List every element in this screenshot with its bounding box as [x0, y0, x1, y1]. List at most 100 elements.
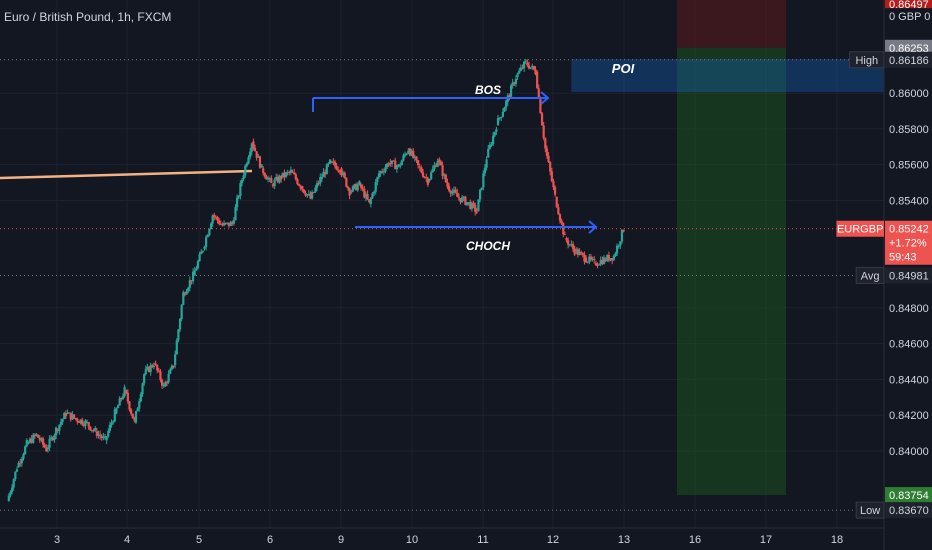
x-tick-label: 12 [547, 534, 559, 546]
poi-zone[interactable] [571, 59, 885, 92]
candle-body [343, 172, 346, 178]
candle-body [531, 65, 534, 68]
candle-body [337, 169, 340, 171]
candle-body [469, 202, 472, 209]
candle-body [120, 398, 123, 400]
candle-body [467, 202, 470, 204]
candle-body [69, 412, 72, 420]
candle-body [361, 187, 364, 189]
candle-body [10, 487, 14, 492]
stop-loss-zone[interactable] [677, 0, 786, 48]
candle-body [151, 365, 154, 367]
candle-body [257, 156, 260, 158]
candle-body [342, 172, 345, 176]
candle-body [302, 189, 306, 193]
price-tag-box [855, 266, 885, 284]
candle-body [283, 172, 286, 177]
candle-body [567, 240, 570, 245]
candle-body [415, 156, 418, 161]
candle-body [562, 223, 565, 235]
candle-body [178, 318, 182, 330]
candle-body [41, 438, 45, 445]
candle-body [527, 65, 531, 69]
candle-body [348, 188, 351, 196]
candle-body [474, 204, 477, 212]
candle-body [340, 168, 343, 176]
candle-body [462, 196, 465, 198]
candle-body [537, 88, 540, 98]
price-label: 0.86497 [889, 0, 929, 11]
candle-body [420, 167, 423, 173]
candle-body [165, 382, 169, 384]
candle-body [125, 390, 128, 393]
candle-body [430, 172, 433, 180]
candle-body [573, 248, 576, 255]
candle-body [501, 111, 505, 117]
candle-body [542, 125, 545, 139]
candle-body [299, 185, 302, 189]
candle-body [175, 340, 178, 355]
candle-body [311, 192, 314, 199]
price-label: 0.83670 [889, 505, 929, 517]
candle-body [12, 479, 15, 488]
candle-body [392, 160, 395, 162]
candle-body [439, 161, 443, 166]
candle-body [263, 173, 266, 177]
candle-body [545, 148, 549, 156]
candle-body [421, 172, 425, 177]
candle-body [113, 409, 116, 422]
candle-body [461, 197, 464, 203]
x-tick-label: 17 [760, 534, 772, 546]
candle-body [280, 175, 283, 180]
candle-body [386, 163, 389, 168]
candle-body [110, 422, 113, 425]
candle-body [157, 370, 160, 372]
price-label: 0.86186 [889, 55, 929, 67]
candle-body [123, 386, 126, 397]
candle-body [434, 165, 438, 167]
candle-body [260, 164, 263, 168]
candle-body [190, 280, 193, 282]
candle-body [478, 189, 482, 200]
candle-body [384, 167, 387, 172]
candle-body [402, 155, 405, 161]
candle-body [9, 491, 12, 496]
price-label-box [885, 267, 932, 284]
candle-body [521, 67, 524, 69]
x-tick-label: 10 [406, 534, 418, 546]
candle-body [40, 438, 43, 441]
price-tag-box [836, 220, 884, 237]
candle-body [588, 256, 591, 262]
price-label: 0.85242 [889, 224, 929, 236]
candle-body [390, 160, 394, 164]
trendline[interactable] [0, 169, 253, 180]
take-profit-zone[interactable] [677, 47, 786, 496]
candle-body [498, 117, 501, 119]
price-label-box [885, 51, 932, 68]
candle-body [350, 191, 353, 193]
x-tick-label: 16 [689, 534, 701, 546]
candle-body [156, 364, 159, 371]
candle-body [149, 365, 152, 373]
candle-body [371, 193, 374, 199]
candle-body [59, 421, 63, 425]
candle-body [503, 107, 506, 112]
candle-body [281, 172, 284, 178]
candle-body [578, 251, 581, 255]
candle-body [167, 373, 170, 383]
candle-body [423, 176, 426, 178]
candle-body [182, 292, 185, 305]
candle-body [558, 214, 562, 221]
candle-body [602, 257, 606, 264]
candle-body [456, 192, 459, 197]
choch-label: CHOCH [466, 239, 510, 253]
candle-body [108, 424, 112, 431]
candle-body [45, 447, 48, 452]
candle-body [513, 82, 516, 85]
candle-body [159, 371, 162, 381]
y-tick-label: 0.85600 [889, 160, 929, 172]
candle-body [270, 178, 273, 184]
candle-body [441, 165, 444, 176]
candle-body [237, 196, 240, 198]
